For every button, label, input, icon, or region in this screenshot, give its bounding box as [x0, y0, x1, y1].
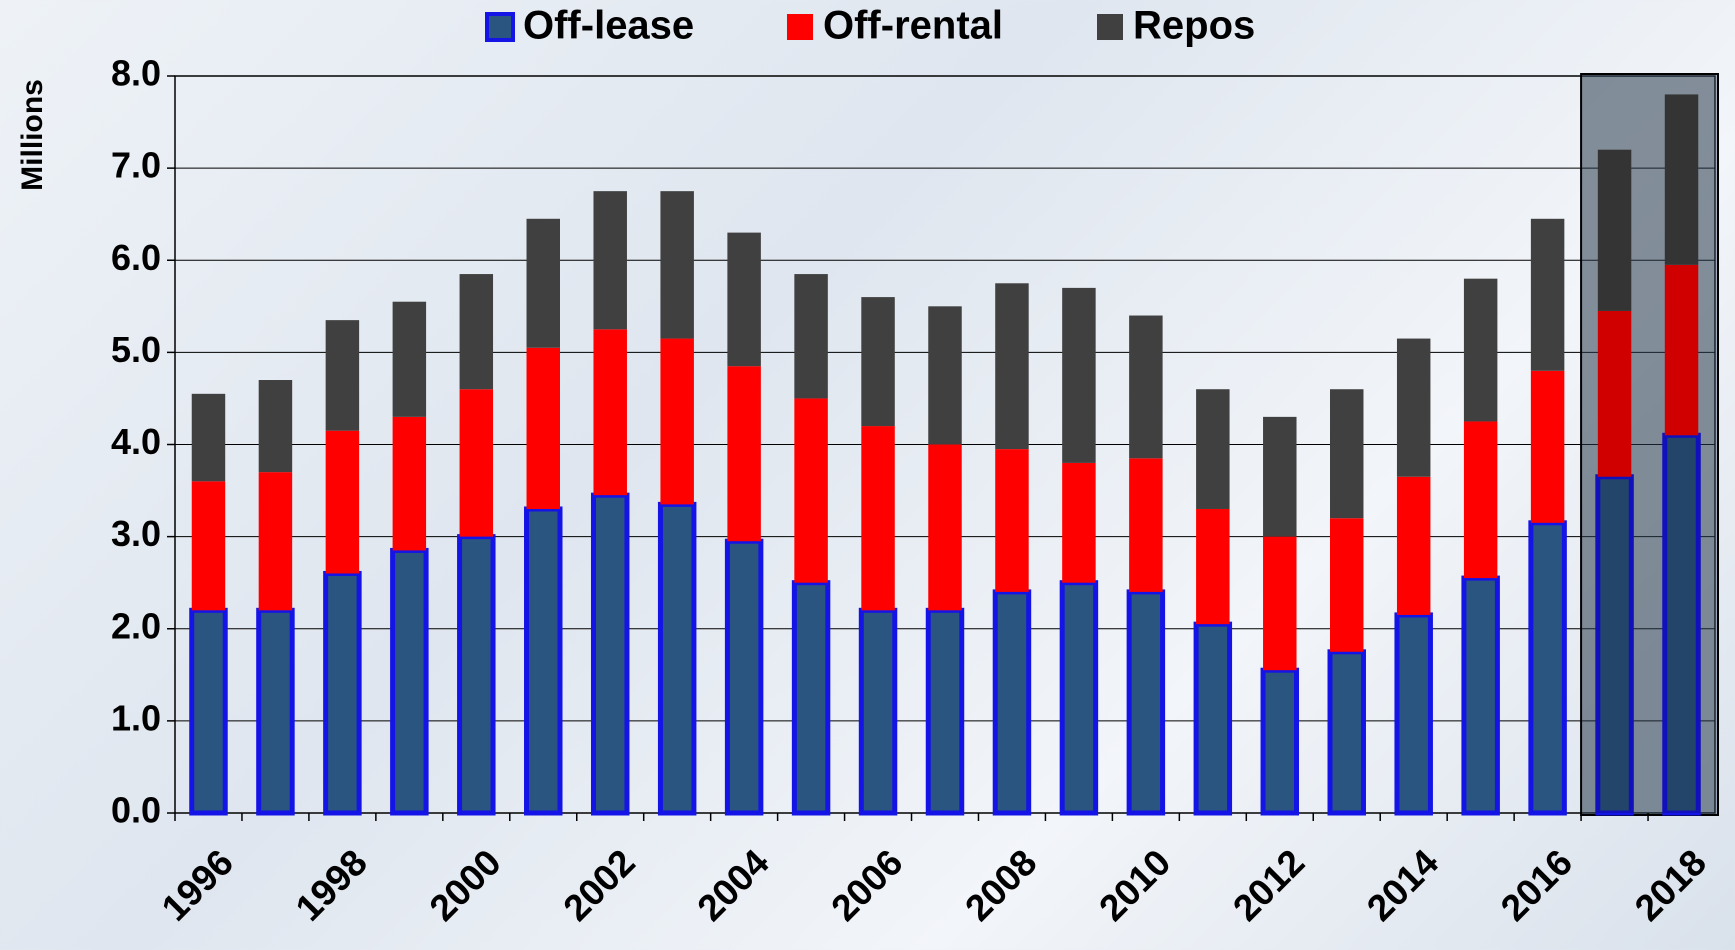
bar-segment: [258, 380, 293, 473]
x-tick-label: 2002: [556, 842, 643, 929]
bar-segment: [660, 191, 694, 339]
bar-segment: [1196, 508, 1230, 625]
bar-segment: [1263, 536, 1297, 671]
bar-segment: [1396, 338, 1431, 477]
bar-segment: [191, 393, 226, 482]
y-tick-label: 0.0: [111, 790, 161, 831]
x-tick-label: 2008: [957, 842, 1044, 929]
y-tick-label: 5.0: [111, 329, 161, 370]
bar-segment: [459, 389, 494, 537]
bar-segment: [1260, 667, 1300, 816]
bar-segment: [727, 366, 761, 542]
bar-segment: [1664, 94, 1699, 265]
y-tick-label: 8.0: [111, 53, 161, 94]
bar-segment: [258, 472, 293, 611]
forecast-shade: [1581, 76, 1715, 813]
bar-segment: [928, 444, 962, 611]
bar-segment: [323, 570, 362, 816]
bar-segment: [189, 607, 228, 816]
bar-segment: [724, 538, 764, 816]
bar-segment: [858, 607, 898, 816]
bar-segment: [191, 481, 226, 611]
bar-segment: [1530, 370, 1565, 523]
x-tick-label: 2006: [823, 842, 910, 929]
bar-segment: [1394, 612, 1433, 816]
legend-label: Repos: [1133, 4, 1255, 48]
bar-segment: [325, 430, 360, 574]
bar-segment: [995, 283, 1029, 450]
x-tick-label: 1998: [288, 842, 375, 929]
x-tick-label: 2012: [1225, 842, 1312, 929]
bar-segment: [1193, 621, 1233, 816]
bar-segment: [1597, 310, 1632, 477]
y-tick-label: 2.0: [111, 605, 161, 646]
bar-segment: [861, 297, 895, 427]
bar-segment: [1126, 589, 1166, 816]
y-tick-label: 3.0: [111, 513, 161, 554]
bar-segment: [727, 232, 761, 367]
bar-segment: [1059, 580, 1099, 816]
bar-segment: [1396, 476, 1431, 615]
x-tick-label: 1996: [154, 842, 241, 929]
bar-segment: [928, 306, 962, 445]
bar-segment: [457, 534, 496, 816]
bar-segment: [593, 191, 627, 330]
bar-segment: [325, 320, 360, 431]
bar-segment: [1530, 218, 1565, 371]
bar-segment: [526, 347, 560, 509]
bar-segment: [459, 274, 494, 390]
legend-swatch: [787, 14, 813, 40]
bar-segment: [794, 274, 828, 399]
bar-segment: [524, 506, 563, 816]
bar-segment: [392, 301, 427, 417]
legend-swatch: [1097, 14, 1123, 40]
bar-segment: [1062, 462, 1096, 583]
bar-segment: [392, 416, 427, 551]
bar-segment: [1327, 649, 1366, 816]
y-tick-label: 1.0: [111, 697, 161, 738]
bar-segment: [590, 492, 630, 816]
legend-label: Off-rental: [823, 4, 1003, 48]
bar-segment: [925, 607, 965, 816]
bar-segment: [1463, 278, 1498, 422]
bar-segment: [1196, 389, 1230, 509]
y-tick-label: 7.0: [111, 145, 161, 186]
bar-segment: [1528, 520, 1567, 816]
bar-segment: [1597, 149, 1632, 311]
bar-segment: [1461, 575, 1500, 816]
x-tick-label: 2000: [422, 842, 509, 929]
y-axis-label: Millions: [16, 79, 49, 191]
bar-segment: [660, 338, 694, 505]
bar-segment: [1463, 421, 1498, 579]
y-tick-label: 4.0: [111, 421, 161, 462]
bar-segment: [1263, 416, 1297, 537]
bar-segment: [1595, 474, 1634, 816]
bar-segment: [791, 580, 831, 816]
bar-segment: [657, 501, 697, 816]
x-tick-label: 2018: [1627, 842, 1714, 929]
bar-segment: [1129, 458, 1163, 592]
legend-swatch: [485, 12, 515, 42]
bar-segment: [1664, 264, 1699, 436]
bar-segment: [995, 449, 1029, 592]
bar-segment: [593, 329, 627, 496]
legend-label: Off-lease: [523, 4, 694, 48]
x-tick-label: 2014: [1359, 841, 1446, 928]
x-tick-label: 2004: [690, 841, 777, 928]
bar-segment: [390, 547, 429, 816]
bar-segment: [861, 426, 895, 611]
x-tick-label: 2010: [1091, 842, 1178, 929]
bar-segment: [1330, 389, 1364, 519]
y-tick-label: 6.0: [111, 237, 161, 278]
bar-segment: [256, 607, 295, 816]
bar-segment: [526, 218, 560, 348]
bar-segment: [1062, 287, 1096, 463]
bar-segment: [992, 589, 1032, 816]
bar-segment: [794, 398, 828, 583]
bar-segment: [1330, 518, 1364, 652]
x-tick-label: 2016: [1493, 842, 1580, 929]
bar-segment: [1129, 315, 1163, 459]
